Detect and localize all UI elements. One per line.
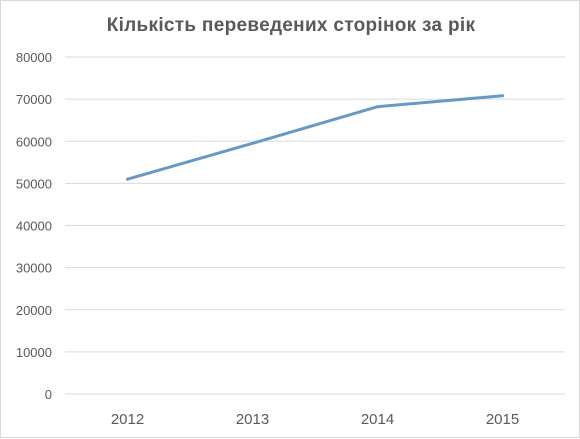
y-tick-label: 20000: [16, 303, 52, 318]
x-axis-tick-labels: 2012 2013 2014 2015: [111, 411, 519, 428]
y-tick-label: 10000: [16, 345, 52, 360]
data-point: [501, 94, 504, 98]
gridlines: [65, 56, 565, 395]
y-tick-label: 70000: [16, 92, 52, 107]
data-point: [126, 177, 129, 181]
y-tick-label: 80000: [16, 50, 52, 65]
data-point: [251, 141, 254, 145]
x-tick-label: 2014: [361, 411, 394, 428]
y-tick-label: 60000: [16, 134, 52, 149]
x-tick-label: 2013: [236, 411, 269, 428]
y-tick-label: 40000: [16, 219, 52, 234]
y-tick-label: 30000: [16, 261, 52, 276]
y-axis-tick-labels: 0 10000 20000 30000 40000 50000 60000 70000 8000…: [16, 50, 52, 402]
x-tick-label: 2015: [486, 411, 519, 428]
series-line: [126, 94, 504, 181]
series-layer: [126, 94, 504, 181]
x-tick-label: 2012: [111, 411, 144, 428]
data-point: [376, 105, 379, 109]
chart-title: Кількість переведених сторінок за рік: [106, 15, 476, 36]
y-tick-label: 0: [45, 387, 52, 402]
y-tick-label: 50000: [16, 176, 52, 191]
